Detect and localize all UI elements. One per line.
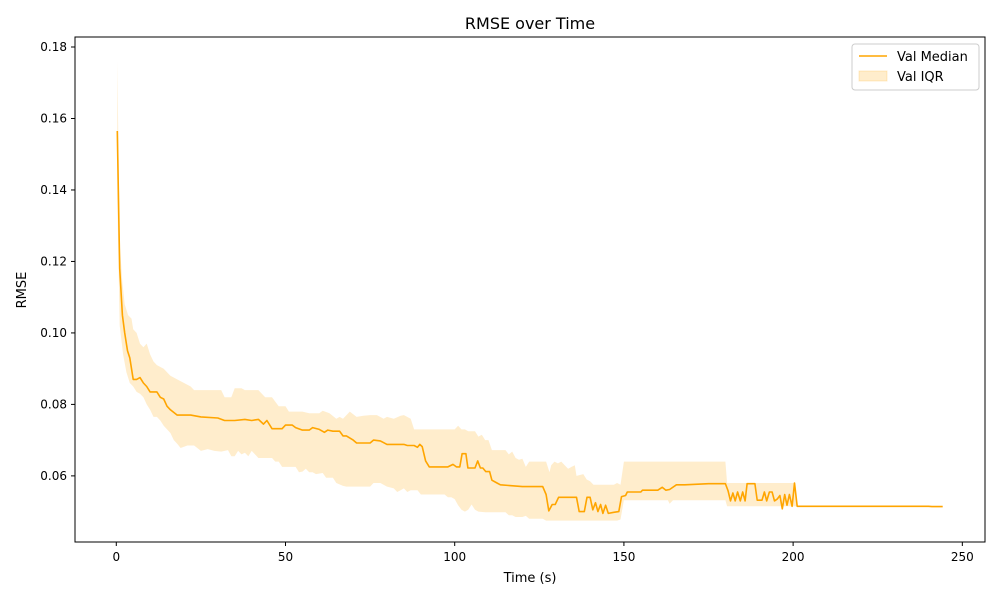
y-tick-label: 0.14 — [40, 183, 67, 197]
x-tick-label: 50 — [278, 550, 293, 564]
y-tick-label: 0.12 — [40, 254, 67, 268]
x-tick-label: 150 — [612, 550, 635, 564]
y-axis-title: RMSE — [15, 272, 30, 309]
y-tick-label: 0.16 — [40, 111, 67, 125]
x-tick-label: 0 — [112, 550, 120, 564]
chart-title: RMSE over Time — [465, 14, 595, 33]
legend-median-label: Val Median — [897, 50, 968, 65]
legend-iqr-swatch — [858, 70, 888, 82]
y-tick-label: 0.10 — [40, 326, 67, 340]
x-tick-label: 100 — [443, 550, 466, 564]
median-line — [116, 130, 943, 515]
plot-frame — [74, 36, 986, 543]
x-axis: 0 50 100 150 200 250 — [112, 542, 974, 564]
x-tick-label: 200 — [782, 550, 805, 564]
y-tick-label: 0.08 — [40, 397, 67, 411]
x-tick-label: 250 — [951, 550, 974, 564]
legend-iqr-label: Val IQR — [897, 70, 944, 85]
y-axis: 0.06 0.08 0.10 0.12 0.14 0.16 0.18 — [40, 40, 75, 483]
y-tick-label: 0.06 — [40, 469, 67, 483]
plot-area — [74, 36, 986, 543]
y-tick-label: 0.18 — [40, 40, 67, 54]
legend: Val Median Val IQR — [851, 43, 980, 91]
x-axis-title: Time (s) — [503, 571, 557, 586]
